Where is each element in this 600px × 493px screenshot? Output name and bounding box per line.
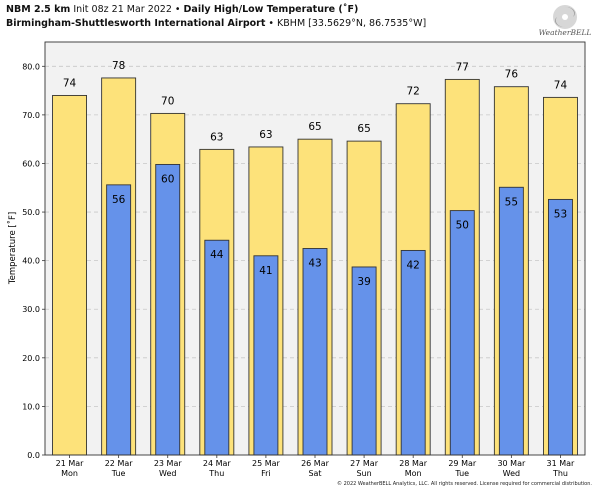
low-temp-label: 55 bbox=[505, 196, 518, 208]
x-tick-day: Fri bbox=[261, 469, 271, 478]
separator: • bbox=[268, 18, 275, 29]
y-tick-label: 10.0 bbox=[22, 402, 40, 411]
station-name: Birmingham-Shuttlesworth International A… bbox=[6, 18, 266, 29]
y-tick-label: 80.0 bbox=[22, 62, 40, 71]
low-temp-label: 53 bbox=[554, 208, 567, 220]
high-temp-label: 63 bbox=[210, 131, 223, 143]
high-temp-label: 72 bbox=[406, 86, 419, 98]
x-tick-date: 31 Mar bbox=[547, 459, 576, 468]
high-temp-label: 65 bbox=[357, 123, 370, 135]
x-tick-date: 21 Mar bbox=[56, 459, 85, 468]
separator: • bbox=[174, 4, 181, 15]
x-tick-date: 26 Mar bbox=[301, 459, 330, 468]
x-tick-date: 28 Mar bbox=[399, 459, 428, 468]
low-temp-label: 39 bbox=[357, 276, 370, 288]
low-temp-label: 50 bbox=[456, 220, 469, 232]
x-tick-date: 27 Mar bbox=[350, 459, 379, 468]
header-line-2: Birmingham-Shuttlesworth International A… bbox=[6, 17, 426, 31]
y-tick-label: 20.0 bbox=[22, 354, 40, 363]
high-temp-label: 76 bbox=[505, 69, 519, 81]
y-tick-label: 30.0 bbox=[22, 305, 40, 314]
high-temp-label: 70 bbox=[161, 95, 174, 107]
low-temp-bar bbox=[351, 266, 377, 456]
weatherbell-logo: WeatherBELL bbox=[532, 2, 598, 38]
x-tick-day: Thu bbox=[552, 469, 568, 478]
y-tick-label: 50.0 bbox=[22, 208, 40, 217]
x-tick-date: 29 Mar bbox=[448, 459, 477, 468]
low-temp-bar bbox=[204, 239, 230, 456]
low-temp-bar bbox=[155, 163, 181, 456]
x-tick-day: Tue bbox=[111, 469, 126, 478]
x-tick-date: 23 Mar bbox=[154, 459, 183, 468]
init-time: Init 08z 21 Mar 2022 bbox=[73, 4, 172, 15]
high-temp-label: 74 bbox=[63, 77, 77, 89]
high-temp-label: 63 bbox=[259, 129, 272, 141]
low-temp-bar bbox=[302, 248, 328, 456]
y-tick-label: 70.0 bbox=[22, 111, 40, 120]
high-temp-label: 65 bbox=[308, 121, 321, 133]
hurricane-icon: WeatherBELL bbox=[539, 5, 592, 37]
low-temp-bar bbox=[106, 184, 132, 456]
low-temp-label: 60 bbox=[161, 173, 174, 185]
low-temp-label: 43 bbox=[308, 258, 321, 270]
station-code: KBHM [33.5629°N, 86.7535°W] bbox=[277, 18, 427, 29]
x-tick-date: 24 Mar bbox=[203, 459, 232, 468]
low-temp-label: 41 bbox=[259, 265, 272, 277]
x-tick-date: 22 Mar bbox=[105, 459, 134, 468]
x-tick-day: Tue bbox=[454, 469, 469, 478]
low-temp-bar bbox=[548, 198, 573, 456]
logo-text: WeatherBELL bbox=[539, 28, 592, 37]
plot-frame bbox=[44, 41, 586, 456]
low-temp-bar bbox=[253, 255, 279, 456]
low-temp-label: 42 bbox=[406, 259, 419, 271]
y-tick-label: 40.0 bbox=[22, 257, 40, 266]
x-tick-day: Sat bbox=[308, 469, 321, 478]
bars bbox=[52, 77, 578, 456]
header-line-1: NBM 2.5 km Init 08z 21 Mar 2022 • Daily … bbox=[6, 3, 426, 17]
high-temp-label: 74 bbox=[554, 79, 568, 91]
chart-header: NBM 2.5 km Init 08z 21 Mar 2022 • Daily … bbox=[6, 3, 426, 31]
low-temp-bar bbox=[498, 186, 524, 456]
high-temp-bar bbox=[52, 94, 87, 456]
low-temp-label: 56 bbox=[112, 194, 126, 206]
y-tick-label: 0.0 bbox=[27, 451, 40, 460]
data-labels: 74 78 56 70 60 63 44 63 41 65 43 65 39 72 42 77 50 76 55 74… bbox=[63, 60, 568, 288]
x-tick-day: Mon bbox=[61, 469, 78, 478]
x-tick-date: 30 Mar bbox=[497, 459, 526, 468]
model-name: NBM 2.5 km bbox=[6, 4, 71, 15]
x-tick-day: Mon bbox=[405, 469, 422, 478]
x-tick-date: 25 Mar bbox=[252, 459, 281, 468]
low-temp-label: 44 bbox=[210, 249, 224, 261]
axes: 0.0 10.0 20.0 30.0 40.0 50.0 60.0 70.0 80.0 21 Ma… bbox=[22, 41, 586, 478]
chart-title: Daily High/Low Temperature (˚F) bbox=[183, 4, 359, 15]
copyright-notice: © 2022 WeatherBELL Analytics, LLC. All r… bbox=[337, 481, 592, 487]
x-tick-day: Sun bbox=[356, 469, 371, 478]
low-temp-bar bbox=[449, 210, 475, 456]
x-tick-day: Thu bbox=[208, 469, 224, 478]
x-tick-day: Wed bbox=[503, 469, 520, 478]
high-temp-label: 78 bbox=[112, 60, 125, 72]
y-axis-label: Temperature [˚F] bbox=[7, 212, 18, 285]
low-temp-bar bbox=[400, 249, 426, 456]
y-tick-label: 60.0 bbox=[22, 159, 40, 168]
x-tick-day: Wed bbox=[159, 469, 176, 478]
high-temp-label: 77 bbox=[456, 61, 469, 73]
